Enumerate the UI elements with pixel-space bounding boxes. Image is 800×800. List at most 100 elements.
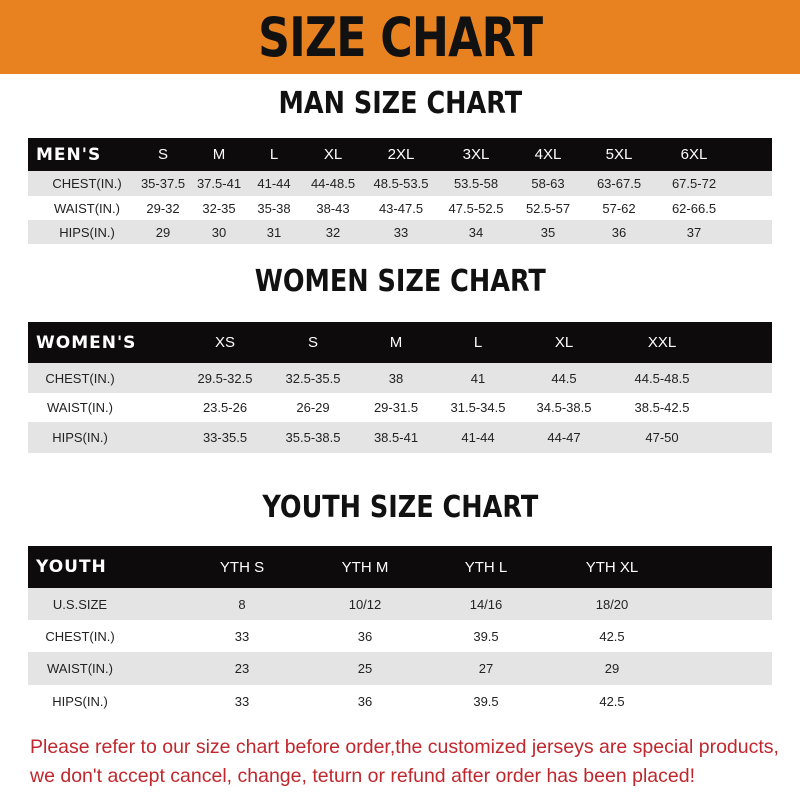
table-row: CHEST(IN.) 35-37.5 37.5-41 41-44 44-48.5 48.5… — [28, 171, 772, 196]
measurement-cell: 23 — [234, 661, 250, 676]
row-label: CHEST(IN.) — [45, 628, 115, 644]
banner-title: SIZE CHART — [257, 5, 543, 69]
measurement-cell: 58-63 — [531, 176, 565, 191]
size-header: XL — [323, 146, 343, 163]
measurement-cell: 31.5-34.5 — [450, 400, 506, 415]
measurement-cell: 38.5-42.5 — [634, 400, 690, 415]
measurement-cell: 30 — [211, 224, 227, 240]
size-header: 2XL — [387, 146, 415, 163]
measurement-cell: 57-62 — [602, 200, 636, 216]
measurement-cell: 29 — [155, 224, 171, 240]
table-row: HIPS(IN.) 29 30 31 32 33 34 35 36 37 — [28, 220, 772, 244]
measurement-cell: 62-66.5 — [671, 200, 717, 216]
measurement-cell: 39.5 — [473, 628, 499, 644]
measurement-cell: 41-44 — [461, 430, 495, 445]
table-row: WAIST(IN.) 29-32 32-35 35-38 38-43 43-47.5 47.… — [28, 196, 772, 220]
youth-title: YOUTH SIZE CHART — [0, 490, 800, 525]
measurement-cell: 32-35 — [202, 200, 236, 216]
measurement-cell: 35.5-38.5 — [285, 430, 341, 445]
measurement-cell: 44.5-48.5 — [634, 370, 690, 386]
measurement-cell: 44-48.5 — [310, 176, 356, 191]
size-header: M — [212, 146, 226, 163]
measurement-cell: 8 — [238, 596, 246, 612]
measurement-cell: 25 — [357, 661, 373, 676]
measurement-cell: 37 — [686, 224, 702, 240]
size-header: S — [307, 334, 319, 351]
notice-line-1: Please refer to our size chart before or… — [30, 736, 779, 758]
size-header: XS — [214, 334, 236, 351]
measurement-cell: 43-47.5 — [378, 200, 424, 216]
measurement-cell: 63-67.5 — [596, 176, 642, 191]
notice-line-2: we don't accept cancel, change, teturn o… — [30, 765, 695, 787]
header-row: MEN'S S M L XL 2XL 3XL 4XL 5XL 6XL — [28, 138, 772, 171]
size-header: 6XL — [680, 146, 708, 163]
measurement-cell: 32.5-35.5 — [285, 370, 341, 386]
measurement-cell: 35-37.5 — [140, 176, 186, 191]
measurement-cell: 31 — [266, 224, 282, 240]
measurement-cell: 29 — [604, 661, 620, 676]
measurement-cell: 34.5-38.5 — [536, 400, 592, 415]
measurement-cell: 38 — [388, 370, 404, 386]
youth-title-text: YOUTH SIZE CHART — [262, 490, 538, 525]
measurement-cell: 18/20 — [595, 596, 629, 612]
row-label: CHEST(IN.) — [45, 370, 115, 386]
youth-size-table: YOUTH YTH S YTH M YTH L YTH XL U.S.SIZE 8 10/12… — [28, 546, 772, 717]
measurement-cell: 26-29 — [296, 400, 330, 415]
row-label: CHEST(IN.) — [52, 176, 122, 191]
table-row: CHEST(IN.) 29.5-32.5 32.5-35.5 38 41 44.5 44.5… — [28, 363, 772, 393]
size-header: YTH L — [464, 558, 508, 576]
measurement-cell: 42.5 — [599, 628, 625, 644]
measurement-cell: 47-50 — [645, 430, 679, 445]
measurement-cell: 23.5-26 — [202, 400, 248, 415]
table-row: HIPS(IN.) 33 36 39.5 42.5 — [28, 685, 772, 717]
table-title: MEN'S — [36, 144, 102, 165]
measurement-cell: 39.5 — [473, 693, 499, 709]
size-header: YTH XL — [585, 558, 639, 576]
women-title: WOMEN SIZE CHART — [0, 264, 800, 299]
size-header: 5XL — [605, 146, 633, 163]
table-row: WAIST(IN.) 23 25 27 29 — [28, 652, 772, 685]
header-row: YOUTH YTH S YTH M YTH L YTH XL — [28, 546, 772, 588]
measurement-cell: 27 — [478, 661, 494, 676]
header-row: WOMEN'S XS S M L XL XXL — [28, 322, 772, 363]
women-title-text: WOMEN SIZE CHART — [254, 264, 546, 299]
measurement-cell: 33 — [234, 628, 250, 644]
measurement-cell: 67.5-72 — [671, 176, 717, 191]
measurement-cell: 32 — [325, 224, 341, 240]
measurement-cell: 33 — [234, 693, 250, 709]
row-label: WAIST(IN.) — [47, 661, 113, 676]
measurement-cell: 41 — [470, 370, 486, 386]
measurement-cell: 36 — [357, 693, 373, 709]
size-chart-banner: SIZE CHART — [0, 0, 800, 74]
order-notice: Please refer to our size chart before or… — [30, 733, 790, 791]
size-header: 4XL — [534, 146, 562, 163]
measurement-cell: 35 — [540, 224, 556, 240]
row-label: U.S.SIZE — [52, 596, 108, 612]
table-row: HIPS(IN.) 33-35.5 35.5-38.5 38.5-41 41-44 44-… — [28, 422, 772, 453]
measurement-cell: 38.5-41 — [373, 430, 419, 445]
row-label: WAIST(IN.) — [54, 200, 120, 216]
men-title-text: MAN SIZE CHART — [278, 86, 522, 121]
size-header: L — [269, 146, 279, 163]
size-header: 3XL — [462, 146, 490, 163]
men-title: MAN SIZE CHART — [0, 86, 800, 121]
size-header: YTH M — [341, 558, 389, 576]
measurement-cell: 29-32 — [146, 200, 180, 216]
row-label: HIPS(IN.) — [52, 693, 108, 709]
measurement-cell: 29.5-32.5 — [197, 370, 253, 386]
size-header: S — [157, 146, 169, 163]
measurement-cell: 10/12 — [348, 596, 382, 612]
measurement-cell: 14/16 — [469, 596, 503, 612]
measurement-cell: 29-31.5 — [373, 400, 419, 415]
measurement-cell: 36 — [357, 628, 373, 644]
table-row: CHEST(IN.) 33 36 39.5 42.5 — [28, 620, 772, 652]
size-header: XL — [554, 334, 574, 351]
measurement-cell: 53.5-58 — [453, 176, 499, 191]
table-row: U.S.SIZE 8 10/12 14/16 18/20 — [28, 588, 772, 620]
row-label: HIPS(IN.) — [59, 224, 115, 240]
measurement-cell: 33-35.5 — [202, 430, 248, 445]
measurement-cell: 33 — [393, 224, 409, 240]
size-header: YTH S — [219, 558, 265, 576]
size-header: M — [389, 334, 403, 351]
measurement-cell: 41-44 — [257, 176, 291, 191]
